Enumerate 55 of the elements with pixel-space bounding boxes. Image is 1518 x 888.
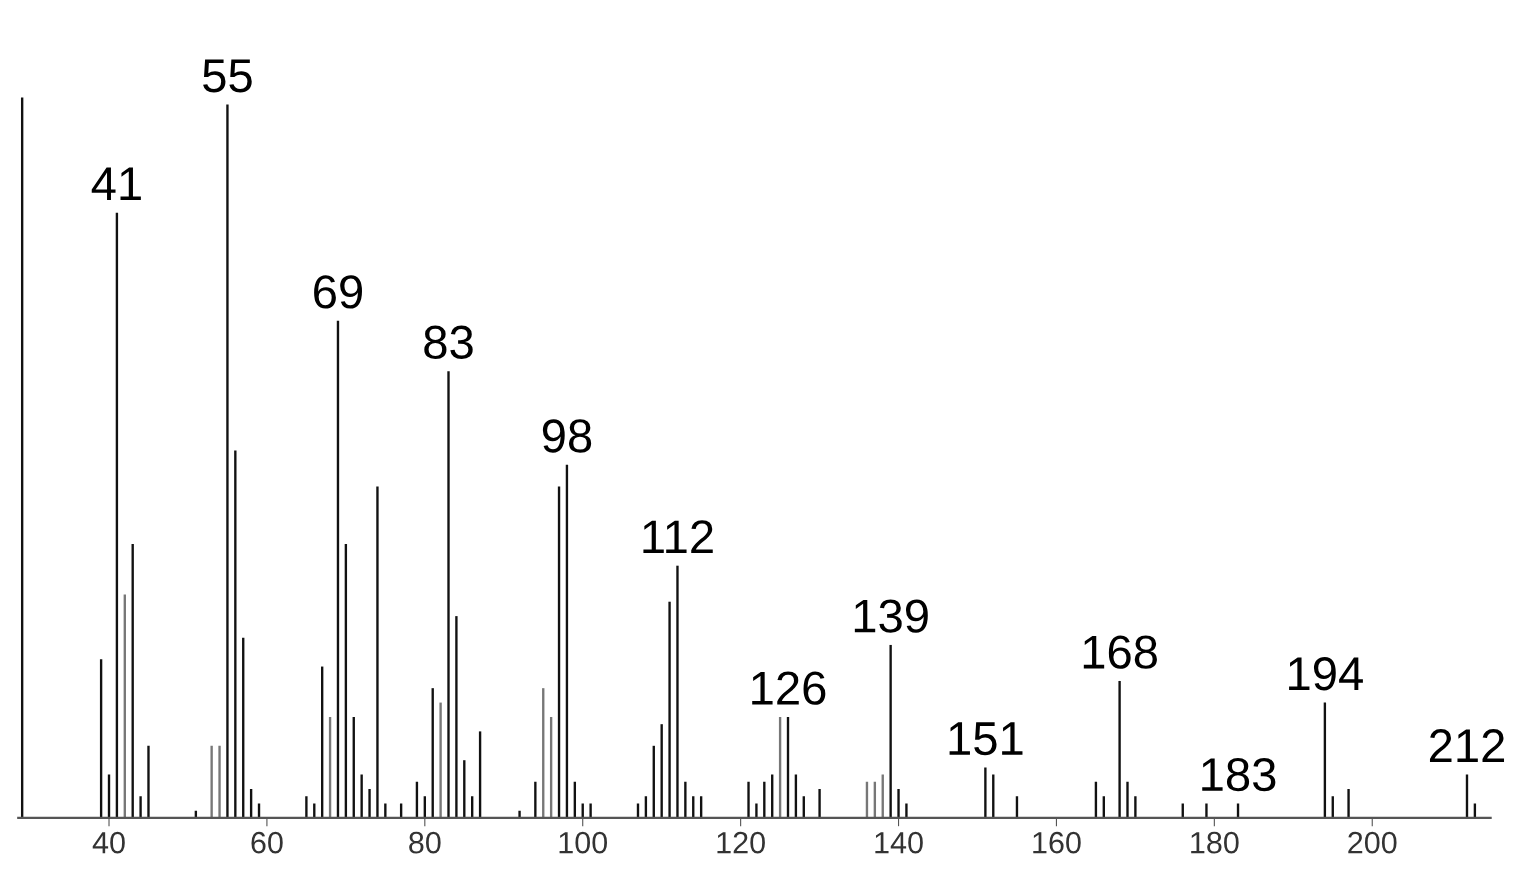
bar [1205,803,1208,818]
bar [589,803,592,818]
bar [534,781,537,818]
x-tick-label: 40 [92,831,125,854]
bar [234,450,237,818]
annotation: 126 [752,671,826,705]
bar [455,616,458,818]
bar [660,724,663,818]
bar [747,781,750,818]
bar [755,803,758,818]
bar [305,796,308,818]
bar [439,702,442,818]
bar [147,745,150,818]
bar [1134,796,1137,818]
annotation: 83 [424,325,473,360]
bar [984,767,987,818]
bar [360,774,363,818]
bar [376,486,379,818]
annotation: 55 [203,59,252,93]
bar [218,745,221,818]
bar [889,644,892,818]
bar [1118,680,1121,818]
bar [1347,789,1350,818]
bar [1126,781,1129,818]
x-tick-label: 80 [409,831,441,854]
bar [905,803,908,818]
annotation: 41 [91,167,141,201]
x-tick-label: 140 [875,831,923,854]
x-tick-label: 120 [717,831,765,854]
bar [447,371,450,818]
bar [897,789,900,818]
bar [676,565,679,818]
x-tick-label: 180 [1191,831,1239,854]
bar [684,781,687,818]
bar [226,104,229,818]
annotation: 183 [1202,757,1276,792]
annotation: 112 [643,520,713,554]
x-tick-label: 100 [559,831,608,854]
bar [818,789,821,818]
annotation: 168 [1083,635,1157,669]
x-tick-label: 200 [1348,831,1397,854]
annotation: 69 [314,275,362,309]
annotation: 139 [854,599,928,633]
bar [210,745,213,818]
x-tick-label: 160 [1033,831,1081,854]
annotation: 98 [542,419,592,453]
bar [139,796,142,818]
annotation: 212 [1429,729,1505,763]
bar [384,803,387,818]
x-tick-label: 60 [251,831,283,854]
annotation: 151 [949,722,1023,756]
bar [518,810,521,818]
bar [368,789,371,818]
annotation: 194 [1289,657,1363,691]
bar [668,601,671,818]
